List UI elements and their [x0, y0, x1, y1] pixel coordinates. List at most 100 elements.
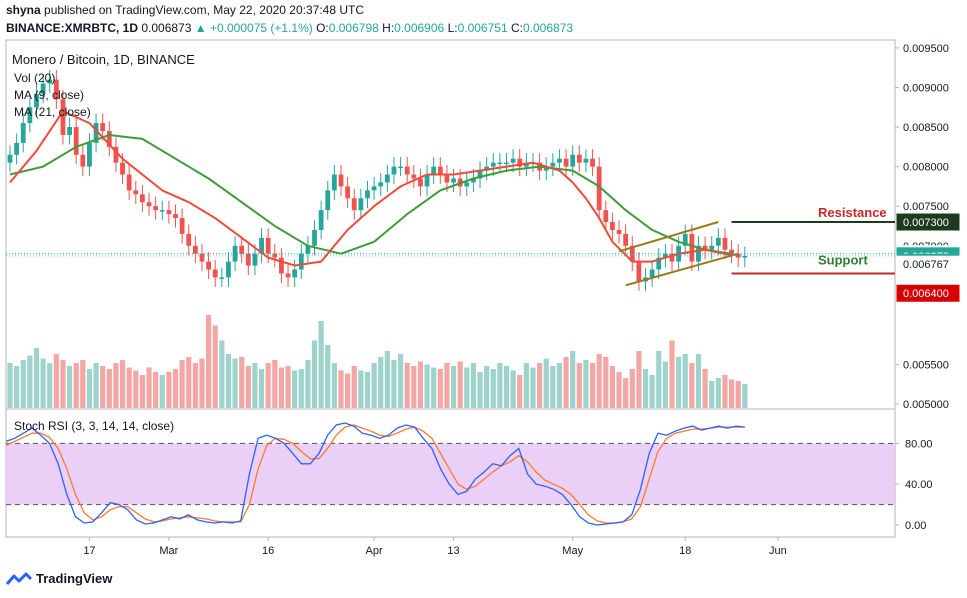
volume-bar: [530, 367, 536, 408]
close-label: C:: [510, 21, 523, 35]
price-tick-label: 0.009000: [903, 82, 949, 94]
candle-body: [140, 194, 145, 203]
candle-body: [550, 162, 556, 167]
candle-body: [40, 83, 46, 94]
volume-bar: [735, 381, 741, 408]
volume-bar: [285, 366, 291, 408]
volume-bar: [146, 367, 152, 408]
open-label: O:: [316, 21, 329, 35]
candle-body: [709, 245, 715, 250]
channel-lower-line: [625, 252, 739, 287]
candle-body: [47, 79, 53, 84]
volume-bar: [159, 375, 165, 408]
volume-bar: [517, 375, 523, 408]
candle-body: [259, 237, 264, 254]
ma9-legend: MA (9, close): [14, 88, 84, 102]
volume-bar: [100, 366, 106, 408]
volume-bar: [60, 360, 66, 408]
candle-body: [696, 245, 701, 262]
candle-body: [603, 210, 609, 223]
candle-body: [87, 142, 92, 167]
candle-body: [610, 222, 615, 230]
volume-bar: [649, 375, 655, 408]
candle-body: [14, 142, 20, 155]
volume-bar: [589, 363, 596, 408]
volume-bar: [14, 366, 20, 408]
candle-body: [245, 253, 251, 266]
volume-bar: [437, 369, 443, 408]
volume-bar: [503, 366, 510, 408]
candle-body: [576, 154, 582, 163]
volume-bar: [278, 367, 285, 408]
publish-info: published on TradingView.com, May 22, 20…: [44, 3, 365, 17]
volume-bar: [311, 340, 318, 408]
stoch-k-line: [5, 422, 745, 526]
volume-bar: [391, 360, 397, 408]
candle-body: [279, 257, 284, 274]
low-label: L:: [447, 21, 458, 35]
candle-body: [232, 245, 238, 262]
support-label: Support: [818, 252, 868, 267]
volume-bar: [378, 357, 384, 408]
volume-bar: [722, 375, 728, 408]
volume-bar: [192, 363, 198, 408]
volume-bar: [371, 363, 377, 408]
x-tick-label: 16: [262, 545, 274, 557]
candle-body: [226, 261, 231, 278]
tradingview-logo[interactable]: TradingView: [6, 571, 112, 586]
volume-bar: [20, 360, 26, 408]
volume-bar: [484, 366, 490, 408]
volume-bar: [669, 340, 675, 408]
volume-bar: [715, 378, 721, 408]
candle-body: [159, 210, 165, 212]
symbol-label: BINANCE:XMRBTC, 1D: [6, 21, 138, 35]
volume-bar: [543, 358, 549, 408]
candle-body: [418, 178, 423, 187]
volume-bar: [662, 361, 668, 408]
candle-body: [563, 158, 569, 167]
candle-body: [543, 166, 549, 171]
volume-bar: [477, 372, 483, 408]
volume-bar: [292, 370, 298, 408]
volume-bar: [411, 366, 417, 408]
price-tick-label: 0.008000: [903, 162, 949, 174]
volume-bar: [682, 354, 688, 408]
quote-line: BINANCE:XMRBTC, 1D 0.006873 ▲ +0.000075 …: [6, 21, 573, 35]
candle-body: [325, 190, 331, 211]
last-price: 0.006873: [141, 21, 192, 35]
volume-bar: [537, 363, 543, 408]
volume-bar: [556, 363, 563, 408]
volume-bar: [550, 366, 556, 408]
candle-body: [371, 186, 377, 191]
candle-body: [702, 245, 708, 250]
volume-bar: [219, 340, 225, 408]
candle-body: [510, 158, 516, 163]
candle-body: [305, 245, 311, 254]
candle-body: [272, 253, 278, 258]
volume-bar: [139, 375, 145, 408]
volume-bar: [404, 363, 410, 408]
volume-bar: [47, 363, 53, 408]
tradingview-logo-text: TradingView: [36, 571, 113, 586]
candle-body: [557, 158, 562, 163]
volume-bar: [464, 367, 470, 408]
x-tick-label: May: [562, 545, 583, 557]
volume-bar: [470, 363, 476, 408]
x-tick-label: Jun: [769, 545, 787, 557]
candle-body: [192, 245, 198, 254]
candle-body: [497, 162, 503, 165]
volume-bar: [126, 367, 132, 408]
candle-body: [113, 146, 119, 163]
volume-bar: [364, 372, 371, 408]
candle-body: [173, 214, 178, 219]
candle-body: [444, 174, 450, 183]
volume-bar: [153, 372, 159, 408]
volume-bar: [245, 366, 251, 408]
volume-bar: [331, 363, 337, 408]
candle-body: [649, 269, 655, 278]
volume-bar: [172, 369, 179, 408]
volume-bar: [53, 354, 59, 408]
volume-bar: [66, 366, 73, 408]
candle-body: [669, 253, 675, 262]
